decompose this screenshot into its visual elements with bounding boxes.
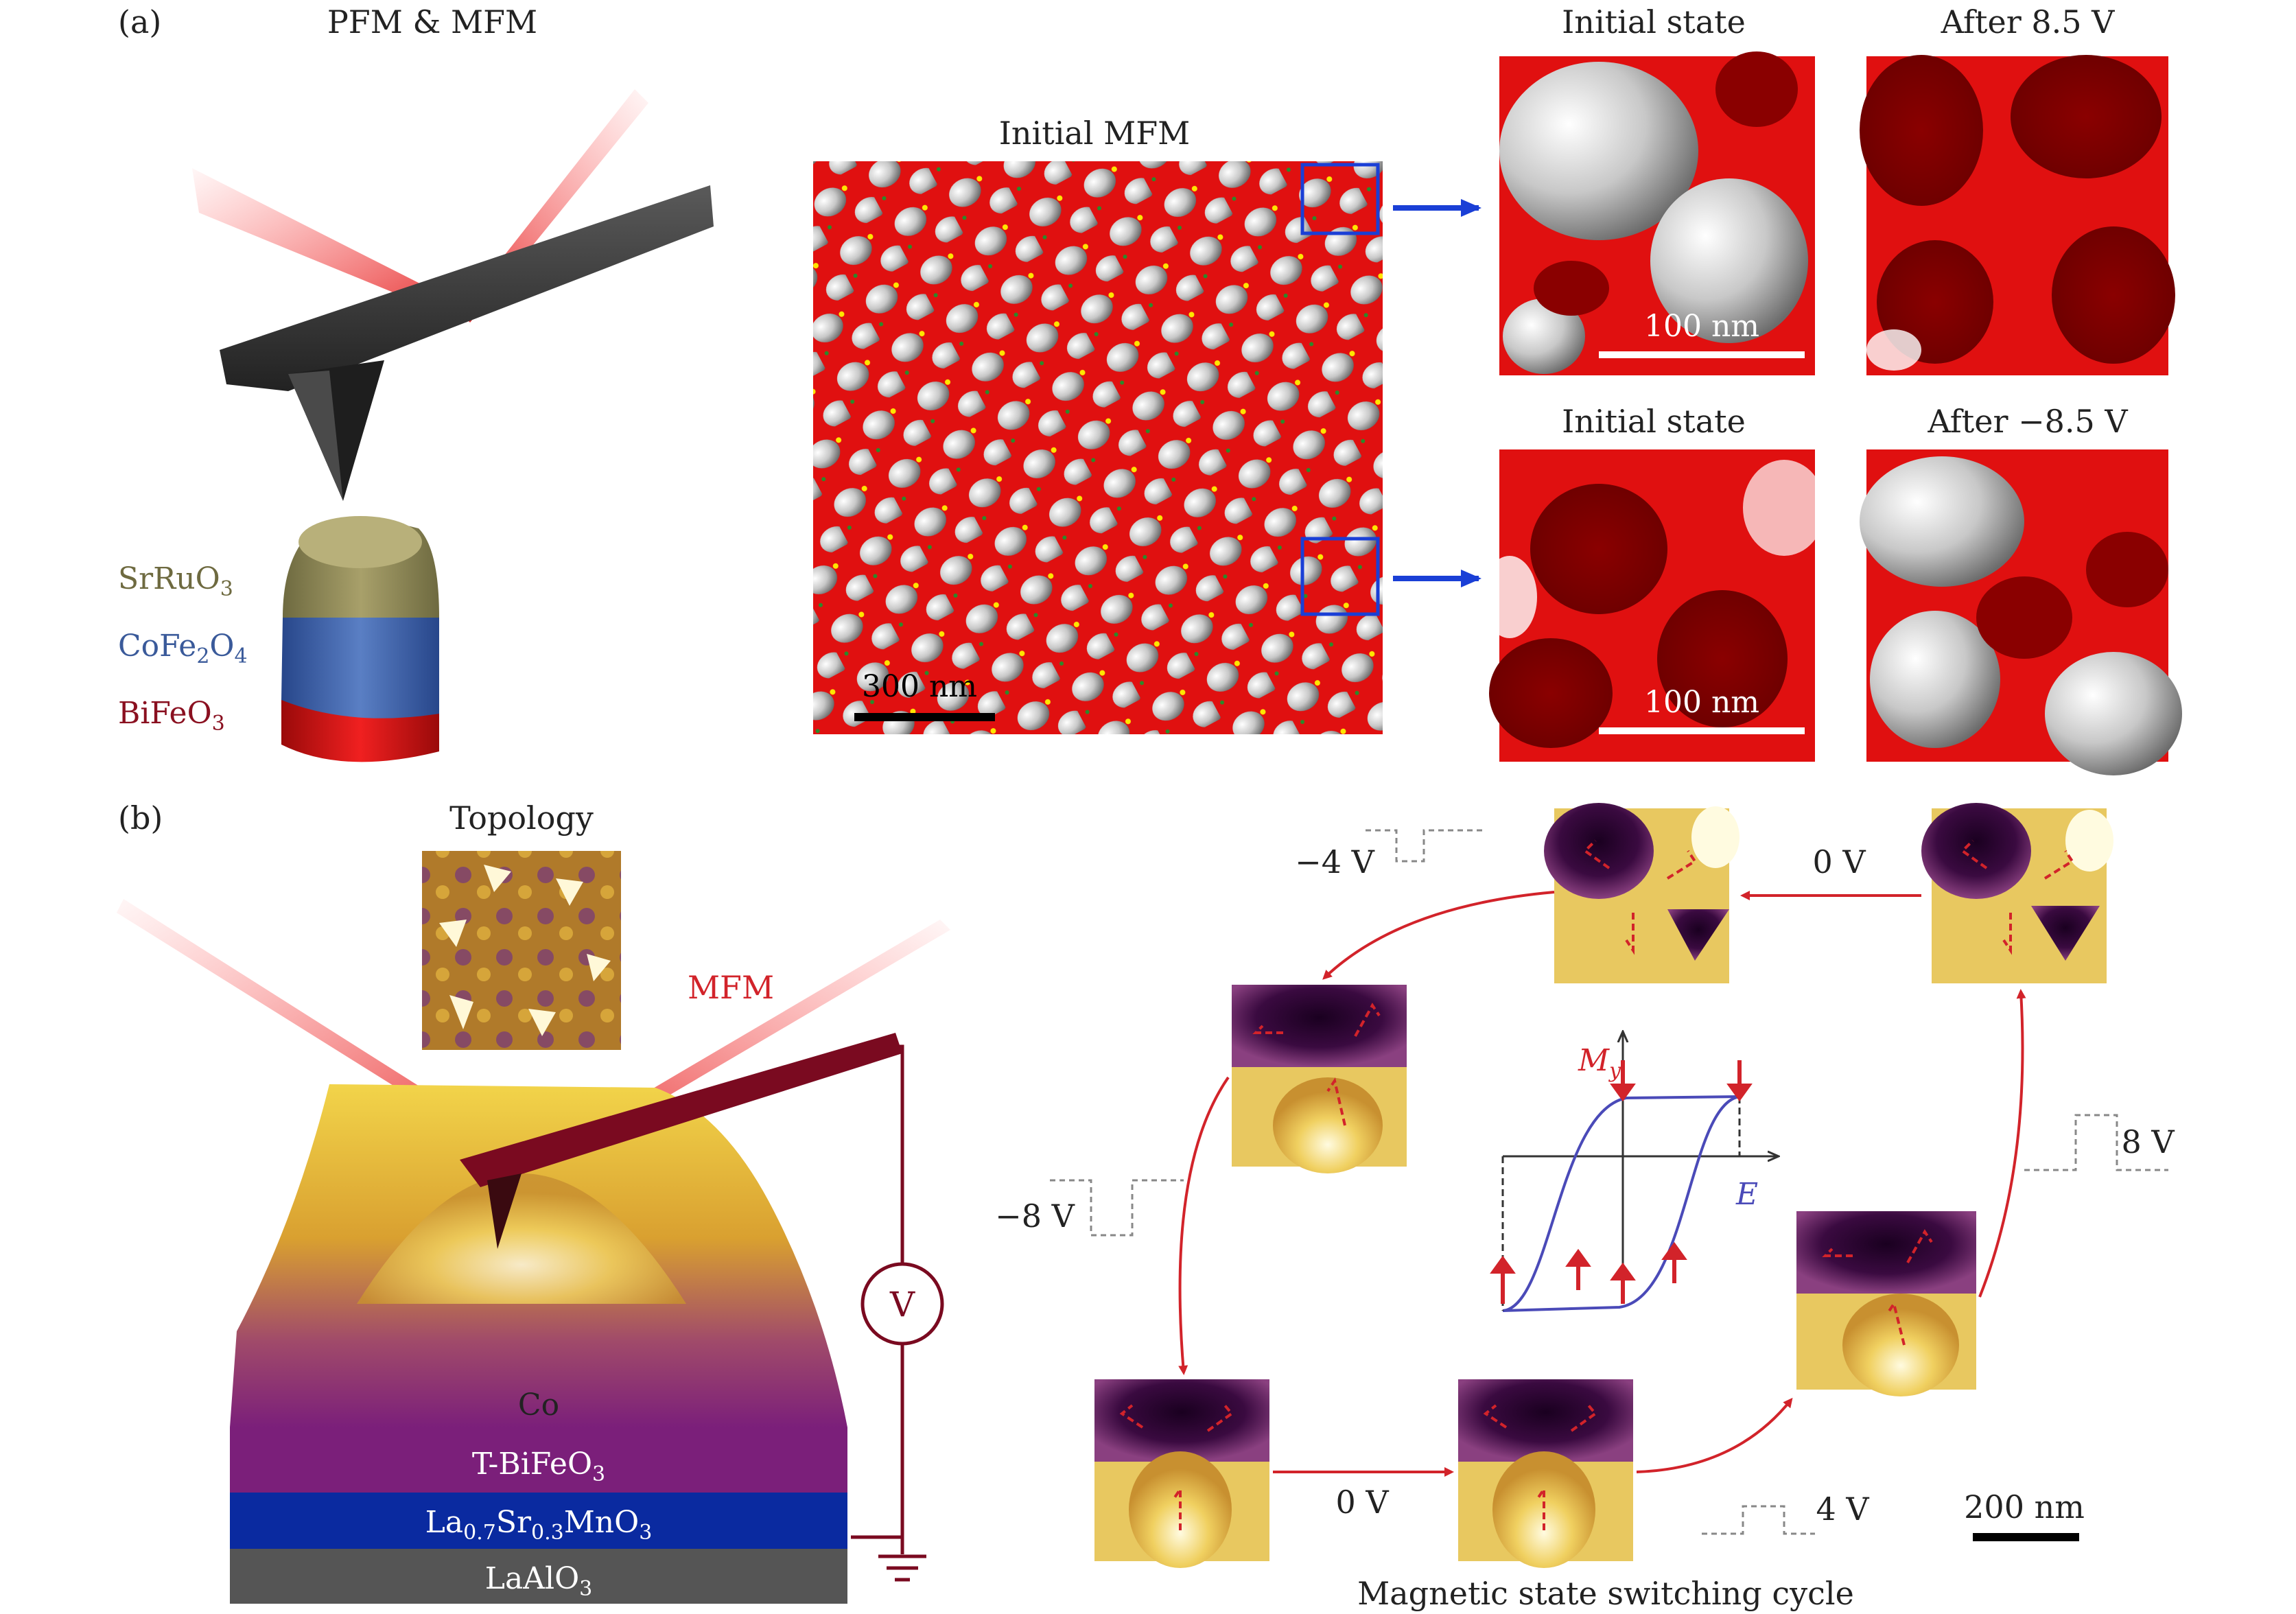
label-cofe2o4: CoFe2O4 [118,629,248,668]
pulse-icon-plus8 [2024,1114,2168,1171]
voltmeter-label: V [889,1285,915,1324]
zoom-top-initial: 100 nm [1499,51,1815,375]
mfm-image-title: Initial MFM [999,115,1191,152]
pillar-cfo-layer [281,618,439,718]
layer-lsmo-label: La0.7Sr0.3MnO3 [425,1505,653,1545]
scale-label-200nm: 200 nm [1964,1488,2085,1525]
cycle-image-top-mid [1544,803,1739,983]
zoom-bottom-initial: 100 nm [1482,449,1825,762]
circuit-wire-bottom [851,1344,904,1539]
scale-label-100nm-top: 100 nm [1644,309,1759,344]
moment-arrows [1119,839,2074,1530]
hysteresis-x-label: E [1735,1177,1758,1212]
scale-label-100nm-bottom: 100 nm [1644,685,1759,720]
cycle-arrows [1178,891,2026,1477]
cantilever [220,185,714,391]
arrow-top-mid-to-midleft [1322,891,1555,980]
pulse-icon-minus4 [1366,829,1486,863]
panel-b-tag: (b) [118,799,163,837]
arrow-midleft-to-bottomleft [1178,1076,1230,1375]
zoom-box-top [1300,163,1380,235]
layer-tbfo [230,1427,847,1493]
pulse-icon-plus4 [1702,1505,1815,1535]
zoom-top-after [1860,55,2175,375]
panel-a-title: PFM & MFM [327,3,537,40]
bottom-left-title: Initial state [1562,403,1746,440]
label-srruo3: SrRuO3 [118,561,233,601]
cantilever-b [460,1033,902,1187]
afm-tip-b [487,1173,522,1249]
top-left-title: Initial state [1562,3,1746,40]
voltage-label-0-top: 0 V [1812,843,1866,880]
voltage-label-minus4: −4 V [1295,843,1374,880]
cycle-image-top-right [1921,803,2113,983]
arrow-rightmid-to-topright [1978,989,2026,1298]
ground-icon [878,1554,926,1582]
figure-caption-cycle: Magnetic state switching cycle [1357,1575,1854,1612]
cycle-image-right-mid [1796,1211,1976,1396]
incident-laser-beam [192,168,467,323]
cycle-image-mid-left [1232,985,1407,1173]
voltage-label-0-bottom: 0 V [1335,1484,1389,1521]
topology-inset [422,851,621,1050]
cycle-image-bottom-left [1094,1379,1269,1568]
cycle-image-bottom-mid [1458,1379,1633,1568]
hysteresis-loop: My E [1490,1033,1777,1312]
zoom-box-bottom [1300,537,1380,616]
label-bifeo3: BiFeO3 [118,696,225,736]
sample-stack: Co T-BiFeO3 La0.7Sr0.3MnO3 LaAlO3 [230,1084,847,1604]
bottom-right-title: After −8.5 V [1927,403,2128,440]
mfm-label: MFM [688,969,774,1006]
panel-a: (a) PFM & MFM SrRuO3 CoFe2O4 BiFeO3 Init… [118,3,2182,775]
zoom-bottom-after [1860,449,2182,775]
layer-lsmo [230,1493,847,1549]
layer-lao [230,1549,847,1604]
circuit-wire-top [899,1044,904,1263]
panel-a-tag: (a) [118,3,161,40]
voltage-label-minus8: −8 V [995,1197,1075,1235]
scale-label-300nm: 300 nm [862,669,977,704]
layer-co-label: Co [518,1388,559,1423]
layer-lao-label: LaAlO3 [485,1561,592,1601]
hysteresis-y-label: My [1578,1043,1621,1083]
voltage-label-plus8: 8 V [2121,1123,2175,1160]
topology-title: Topology [449,799,594,837]
top-right-title: After 8.5 V [1941,3,2116,40]
panel-b: (b) Topology MFM Co T-BiFeO3 La0.7Sr0.3M… [117,799,2175,1612]
nanopillar [281,516,439,762]
initial-mfm-image: 300 nm [813,161,1383,734]
voltage-label-plus4: 4 V [1816,1490,1869,1528]
layer-tbfo-label: T-BiFeO3 [472,1447,605,1486]
arrow-bottommid-to-rightmid [1636,1397,1793,1473]
pulse-icon-minus8 [1050,1179,1184,1237]
hysteresis-red-arrows [1490,1060,1753,1304]
